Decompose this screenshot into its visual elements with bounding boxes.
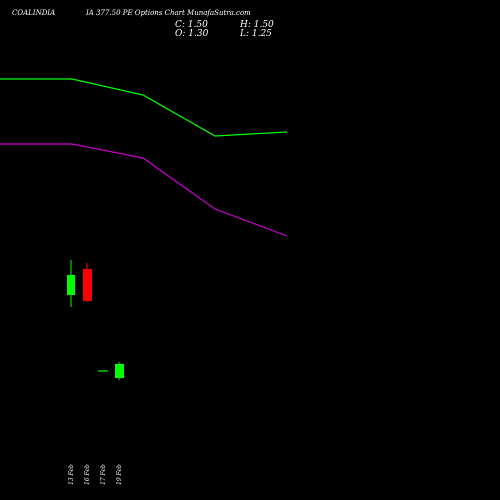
x-tick-label: 17 Feb <box>100 464 107 485</box>
candle-13-feb-body <box>67 275 75 295</box>
candle-13-feb <box>67 260 75 307</box>
x-tick-label: 16 Feb <box>84 464 91 485</box>
candle-19-feb-body <box>115 364 124 378</box>
close-value: C: 1.50 <box>175 20 208 30</box>
candle-16-feb-body <box>83 269 92 301</box>
x-tick-label: 13 Feb <box>68 464 75 485</box>
x-axis-ticks: 13 Feb 16 Feb 17 Feb 19 Feb <box>68 464 123 485</box>
candle-16-feb <box>83 263 92 302</box>
low-value: L: 1.25 <box>240 29 272 39</box>
upper-overlay-line <box>0 78 288 137</box>
lower-overlay-line <box>0 143 288 237</box>
candle-19-feb <box>115 362 124 380</box>
chart-symbol: COALINDIA <box>12 9 56 17</box>
high-value: H: 1.50 <box>240 20 274 30</box>
open-value: O: 1.30 <box>175 29 209 39</box>
chart-description: IA 377.50 PE Options Chart MunafaSutra.c… <box>86 9 251 17</box>
x-tick-label: 19 Feb <box>116 464 123 485</box>
